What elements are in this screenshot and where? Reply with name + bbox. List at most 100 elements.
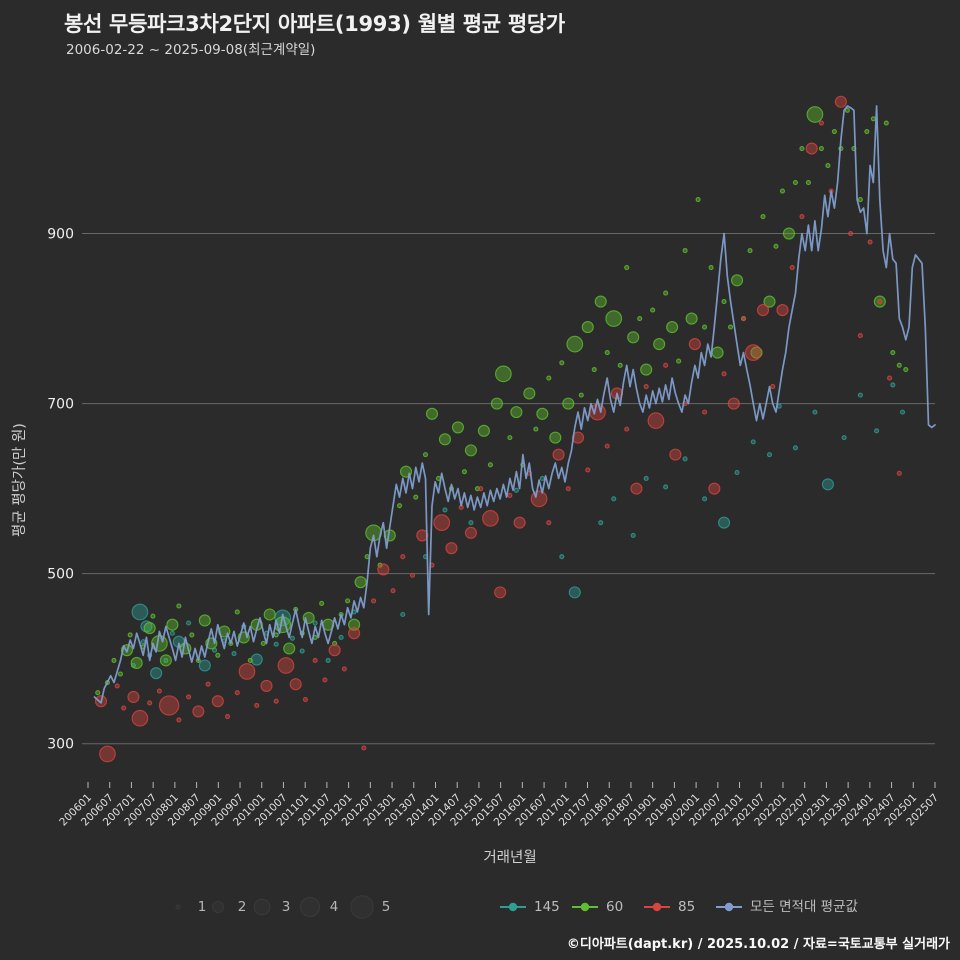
data-point [111, 657, 117, 663]
data-point [688, 338, 701, 351]
data-point [345, 598, 351, 604]
data-point [559, 554, 565, 560]
data-point [821, 478, 834, 491]
data-point [630, 482, 643, 495]
data-point [371, 598, 377, 604]
data-point [805, 142, 818, 155]
data-point [234, 609, 240, 615]
data-point [747, 248, 753, 254]
data-point [319, 600, 325, 606]
data-point [495, 365, 512, 383]
data-point [546, 520, 552, 526]
data-point [864, 128, 870, 135]
data-point [121, 705, 127, 711]
data-point [779, 188, 786, 194]
legend-item-모든 면적대 평균값[interactable] [716, 902, 742, 912]
data-point [238, 663, 256, 680]
bubble-series-85 [94, 95, 902, 763]
legend-label: 85 [678, 899, 695, 915]
size-legend-label: 3 [282, 899, 291, 915]
data-point [546, 375, 552, 381]
data-point [666, 321, 679, 334]
data-point [127, 632, 133, 638]
data-point [877, 299, 883, 305]
data-point [611, 496, 617, 502]
data-point [400, 554, 406, 560]
data-point [215, 652, 221, 658]
data-point [461, 469, 467, 475]
data-point [289, 635, 295, 641]
data-point [477, 424, 490, 437]
y-axis-tick-label: 500 [47, 567, 74, 583]
data-point [169, 630, 175, 636]
data-point [730, 274, 744, 287]
data-point [805, 179, 811, 186]
data-point [857, 333, 863, 339]
data-point [260, 679, 273, 692]
data-point [903, 367, 909, 373]
y-axis-tick-label: 900 [47, 227, 74, 243]
size-legend-bubble [175, 904, 181, 910]
data-point [192, 705, 205, 718]
data-point [792, 179, 799, 186]
data-point [708, 265, 714, 271]
data-point [734, 469, 740, 476]
data-point [198, 659, 211, 672]
data-point [422, 452, 429, 458]
data-point [663, 290, 669, 296]
legend-label: 145 [534, 899, 560, 915]
data-point [789, 265, 795, 271]
data-point [273, 641, 279, 647]
data-point [341, 666, 347, 672]
legend-marker [580, 902, 590, 912]
data-point [507, 435, 513, 441]
data-point [413, 494, 419, 500]
data-point [721, 299, 727, 305]
data-point [591, 367, 597, 373]
data-point [643, 384, 649, 390]
data-point [857, 196, 863, 203]
data-point [818, 120, 824, 126]
size-legend-bubble [253, 898, 271, 916]
data-point [159, 654, 172, 667]
data-point [682, 456, 688, 462]
data-point [552, 448, 565, 461]
data-point [416, 529, 429, 542]
data-point [409, 572, 416, 578]
data-point [799, 214, 805, 220]
data-point [494, 586, 507, 599]
data-point [302, 696, 308, 703]
legend-item-145[interactable] [500, 902, 526, 912]
data-point [260, 640, 266, 646]
data-point [438, 433, 452, 446]
data-point [718, 516, 731, 529]
legend-item-85[interactable] [644, 902, 670, 912]
legend-label: 60 [606, 899, 623, 915]
legend-item-60[interactable] [572, 902, 598, 912]
data-point [396, 503, 403, 509]
data-point [831, 128, 837, 135]
y-axis-title: 평균 평당가(만 원) [11, 423, 28, 537]
data-point [205, 681, 211, 687]
x-axis-ticks: 2006012006072007012007072008012008072009… [57, 782, 941, 828]
average-line-series [93, 105, 936, 704]
data-point [695, 196, 701, 203]
bubble-series-group [94, 95, 909, 763]
data-point [354, 576, 367, 589]
data-point [442, 507, 448, 513]
data-point [150, 667, 163, 680]
data-point [211, 695, 224, 708]
footer-credit: ©디아파트(dapt.kr) / 2025.10.02 / 자료=국토교통부 실… [566, 937, 950, 952]
data-point [896, 470, 902, 476]
data-point [770, 384, 776, 390]
data-point [507, 492, 513, 498]
data-point [513, 487, 519, 493]
data-point [533, 426, 539, 432]
size-legend-label: 1 [198, 899, 207, 915]
data-point [400, 611, 406, 618]
data-point [562, 397, 575, 410]
data-point [643, 475, 649, 481]
data-point [198, 614, 211, 627]
bubble-series-60 [95, 106, 909, 696]
data-point [490, 397, 503, 410]
